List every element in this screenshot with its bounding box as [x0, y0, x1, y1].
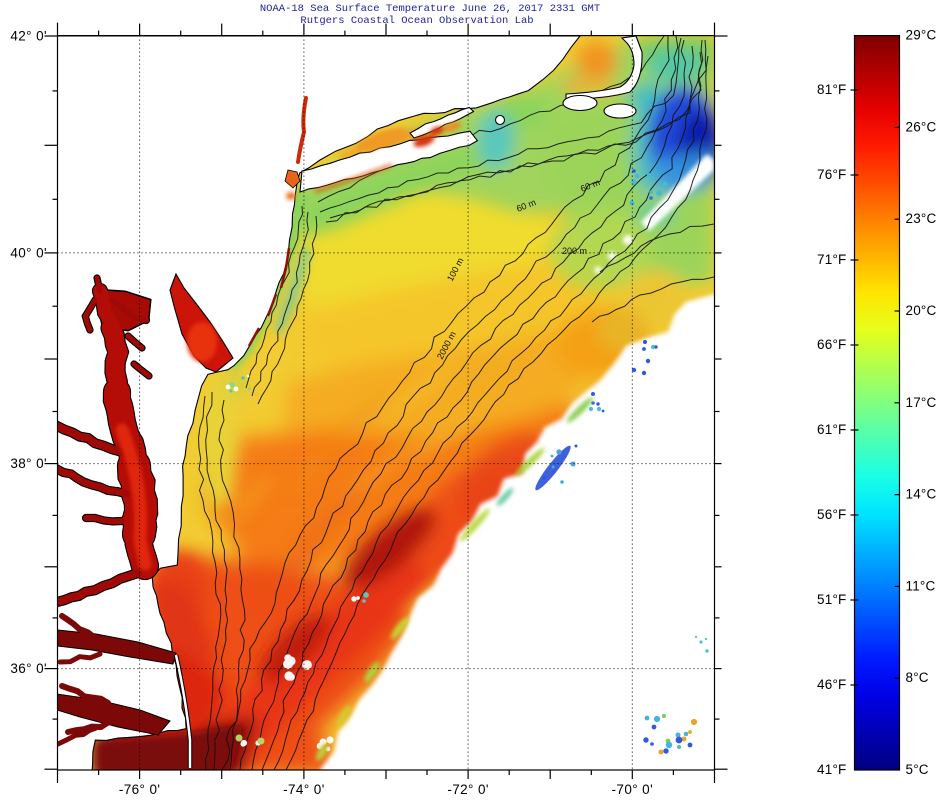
svg-text:41°F: 41°F: [817, 762, 846, 777]
svg-text:51°F: 51°F: [817, 592, 846, 607]
svg-text:-76° 0': -76° 0': [119, 782, 161, 797]
svg-text:5°C: 5°C: [906, 762, 929, 777]
svg-text:40° 0': 40° 0': [10, 245, 47, 260]
svg-text:38° 0': 38° 0': [10, 456, 47, 471]
svg-text:20°C: 20°C: [906, 303, 936, 318]
svg-text:61°F: 61°F: [817, 422, 846, 437]
svg-text:11°C: 11°C: [906, 578, 936, 593]
svg-text:NOAA-18 Sea Surface Temperatur: NOAA-18 Sea Surface Temperature June 26,…: [260, 3, 600, 15]
svg-text:81°F: 81°F: [817, 82, 846, 97]
svg-text:76°F: 76°F: [817, 167, 846, 182]
svg-text:200 m: 200 m: [562, 246, 587, 256]
svg-text:46°F: 46°F: [817, 677, 846, 692]
svg-text:66°F: 66°F: [817, 337, 846, 352]
svg-text:-74° 0': -74° 0': [283, 782, 325, 797]
svg-text:17°C: 17°C: [906, 395, 936, 410]
svg-text:-70° 0': -70° 0': [612, 782, 654, 797]
svg-text:23°C: 23°C: [906, 211, 936, 226]
svg-text:26°C: 26°C: [906, 119, 936, 134]
svg-text:8°C: 8°C: [906, 670, 929, 685]
svg-text:56°F: 56°F: [817, 507, 846, 522]
svg-text:Rutgers Coastal Ocean Observat: Rutgers Coastal Ocean Observation Lab: [300, 15, 533, 27]
svg-text:14°C: 14°C: [906, 487, 936, 502]
svg-text:-72° 0': -72° 0': [447, 782, 489, 797]
svg-text:71°F: 71°F: [817, 252, 846, 267]
svg-text:36° 0': 36° 0': [10, 661, 47, 676]
svg-text:29°C: 29°C: [906, 28, 936, 43]
svg-text:42° 0': 42° 0': [10, 29, 47, 44]
